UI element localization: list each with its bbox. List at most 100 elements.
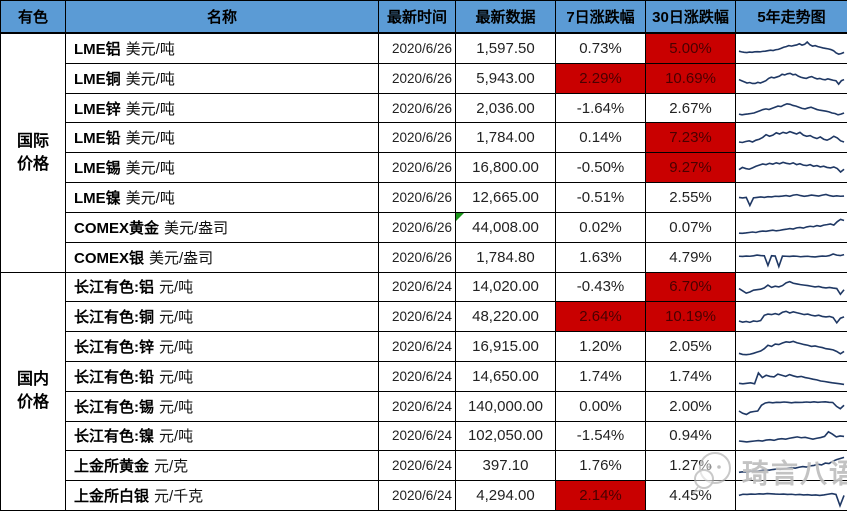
instrument-name-cell[interactable]: LME镍 美元/吨 [66, 183, 379, 213]
latest-value-cell[interactable]: 4,294.00 [456, 481, 556, 511]
pct-30d-cell[interactable]: 10.69% [646, 63, 736, 94]
pct-7d-cell[interactable]: -1.64% [556, 93, 646, 124]
pct-7d-cell[interactable]: -1.54% [556, 421, 646, 452]
pct-30d-cell[interactable]: 4.45% [646, 481, 736, 511]
pct-7d-cell[interactable]: 2.29% [556, 63, 646, 94]
header-7d-change[interactable]: 7日涨跌幅 [556, 1, 646, 34]
pct-7d-cell[interactable]: -0.43% [556, 272, 646, 303]
pct-7d-cell[interactable]: 1.63% [556, 242, 646, 273]
instrument-name-cell[interactable]: COMEX黄金 美元/盎司 [66, 212, 379, 243]
latest-date-cell[interactable]: 2020/6/26 [379, 63, 456, 94]
pct-7d-cell[interactable]: -0.50% [556, 153, 646, 184]
latest-date-cell[interactable]: 2020/6/26 [379, 93, 456, 124]
sparkline-cell [736, 302, 847, 333]
pct-30d-cell[interactable]: 6.70% [646, 272, 736, 303]
header-latest-time[interactable]: 最新时间 [379, 1, 456, 34]
latest-date-cell[interactable]: 2020/6/24 [379, 361, 456, 392]
pct-7d-cell[interactable]: 0.02% [556, 212, 646, 243]
instrument-name-cell[interactable]: COMEX银 美元/盎司 [66, 242, 379, 273]
sparkline-chart [737, 452, 846, 479]
latest-value-cell[interactable]: 1,597.50 [456, 34, 556, 64]
latest-date-cell[interactable]: 2020/6/26 [379, 34, 456, 64]
cell-error-indicator [456, 212, 464, 221]
pct-30d-cell[interactable]: 2.55% [646, 183, 736, 213]
pct-30d-cell[interactable]: 9.27% [646, 153, 736, 184]
instrument-name-cell[interactable]: LME铅 美元/吨 [66, 123, 379, 154]
row-group-label-domestic[interactable]: 国内价格 [1, 272, 66, 511]
instrument-name: LME铝 [74, 40, 121, 58]
latest-value-cell[interactable]: 2,036.00 [456, 93, 556, 124]
header-5y-trend[interactable]: 5年走势图 [736, 1, 847, 34]
pct-7d-cell[interactable]: 0.14% [556, 123, 646, 154]
pct-30d-cell[interactable]: 2.00% [646, 391, 736, 422]
latest-date-cell[interactable]: 2020/6/24 [379, 391, 456, 422]
latest-value-cell[interactable]: 140,000.00 [456, 391, 556, 422]
header-name[interactable]: 名称 [66, 1, 379, 34]
instrument-unit: 美元/吨 [125, 160, 175, 178]
latest-date-cell[interactable]: 2020/6/24 [379, 272, 456, 303]
latest-value-cell[interactable]: 14,650.00 [456, 361, 556, 392]
instrument-name-cell[interactable]: 长江有色:铝 元/吨 [66, 272, 379, 303]
latest-value-cell[interactable]: 48,220.00 [456, 302, 556, 333]
sparkline-chart [737, 65, 846, 92]
pct-7d-cell[interactable]: 1.20% [556, 332, 646, 362]
latest-value-cell[interactable]: 5,943.00 [456, 63, 556, 94]
instrument-name-cell[interactable]: 长江有色:镍 元/吨 [66, 421, 379, 452]
latest-date-cell[interactable]: 2020/6/26 [379, 212, 456, 243]
instrument-name-cell[interactable]: 上金所白银 元/千克 [66, 481, 379, 511]
row-group-label-international[interactable]: 国际价格 [1, 34, 66, 273]
pct-7d-cell[interactable]: 0.73% [556, 34, 646, 64]
pct-7d-cell[interactable]: 2.64% [556, 302, 646, 333]
instrument-name: 上金所黄金 [74, 458, 150, 476]
instrument-name-cell[interactable]: 长江有色:铅 元/吨 [66, 361, 379, 392]
instrument-name: LME铅 [74, 130, 121, 148]
latest-value-cell[interactable]: 44,008.00 [456, 212, 556, 243]
pct-30d-cell[interactable]: 0.07% [646, 212, 736, 243]
latest-date-cell[interactable]: 2020/6/24 [379, 302, 456, 333]
pct-30d-cell[interactable]: 5.00% [646, 34, 736, 64]
pct-7d-cell[interactable]: 1.74% [556, 361, 646, 392]
latest-date-cell[interactable]: 2020/6/24 [379, 481, 456, 511]
pct-7d-cell[interactable]: 2.14% [556, 481, 646, 511]
instrument-name: LME锌 [74, 100, 121, 118]
latest-date-cell[interactable]: 2020/6/26 [379, 153, 456, 184]
pct-30d-cell[interactable]: 2.05% [646, 332, 736, 362]
pct-7d-cell[interactable]: 0.00% [556, 391, 646, 422]
latest-value-cell[interactable]: 102,050.00 [456, 421, 556, 452]
instrument-name-cell[interactable]: LME锌 美元/吨 [66, 93, 379, 124]
pct-7d-cell[interactable]: 1.76% [556, 451, 646, 482]
instrument-name-cell[interactable]: 长江有色:锌 元/吨 [66, 332, 379, 362]
instrument-name-cell[interactable]: LME锡 美元/吨 [66, 153, 379, 184]
header-30d-change[interactable]: 30日涨跌幅 [646, 1, 736, 34]
latest-date-cell[interactable]: 2020/6/26 [379, 123, 456, 154]
pct-7d-cell[interactable]: -0.51% [556, 183, 646, 213]
pct-30d-cell[interactable]: 2.67% [646, 93, 736, 124]
sparkline-chart [737, 333, 846, 360]
pct-30d-cell[interactable]: 10.19% [646, 302, 736, 333]
latest-value-cell[interactable]: 397.10 [456, 451, 556, 482]
latest-date-cell[interactable]: 2020/6/24 [379, 332, 456, 362]
latest-value-cell[interactable]: 16,915.00 [456, 332, 556, 362]
pct-30d-cell[interactable]: 1.74% [646, 361, 736, 392]
pct-30d-cell[interactable]: 0.94% [646, 421, 736, 452]
latest-date-cell[interactable]: 2020/6/24 [379, 421, 456, 452]
latest-date-cell[interactable]: 2020/6/24 [379, 451, 456, 482]
latest-value-cell[interactable]: 12,665.00 [456, 183, 556, 213]
latest-value-cell[interactable]: 1,784.80 [456, 242, 556, 273]
latest-date-cell[interactable]: 2020/6/26 [379, 242, 456, 273]
instrument-name-cell[interactable]: 长江有色:铜 元/吨 [66, 302, 379, 333]
instrument-name-cell[interactable]: LME铝 美元/吨 [66, 34, 379, 64]
pct-30d-cell[interactable]: 4.79% [646, 242, 736, 273]
pct-30d-cell[interactable]: 7.23% [646, 123, 736, 154]
instrument-name-cell[interactable]: 长江有色:锡 元/吨 [66, 391, 379, 422]
instrument-name-cell[interactable]: LME铜 美元/吨 [66, 63, 379, 94]
instrument-name-cell[interactable]: 上金所黄金 元/克 [66, 451, 379, 482]
latest-value-cell[interactable]: 1,784.00 [456, 123, 556, 154]
latest-date-cell[interactable]: 2020/6/26 [379, 183, 456, 213]
pct-30d-cell[interactable]: 1.27% [646, 451, 736, 482]
latest-value-cell[interactable]: 16,800.00 [456, 153, 556, 184]
header-group[interactable]: 有色 [1, 1, 66, 34]
latest-value-cell[interactable]: 14,020.00 [456, 272, 556, 303]
header-latest-data[interactable]: 最新数据 [456, 1, 556, 34]
